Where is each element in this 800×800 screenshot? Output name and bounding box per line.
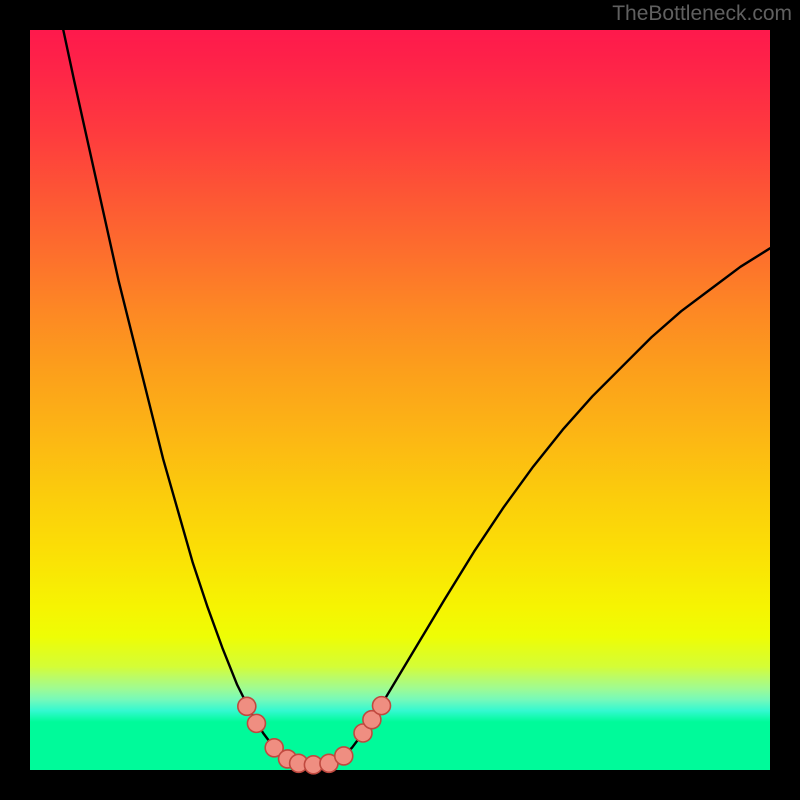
watermark-text: TheBottleneck.com	[612, 2, 792, 26]
marker-point	[238, 697, 256, 715]
marker-point	[373, 697, 391, 715]
marker-point	[247, 714, 265, 732]
marker-point	[335, 747, 353, 765]
plot-background-gradient	[30, 30, 770, 770]
chart-container: TheBottleneck.com	[0, 0, 800, 800]
bottleneck-chart	[0, 0, 800, 800]
